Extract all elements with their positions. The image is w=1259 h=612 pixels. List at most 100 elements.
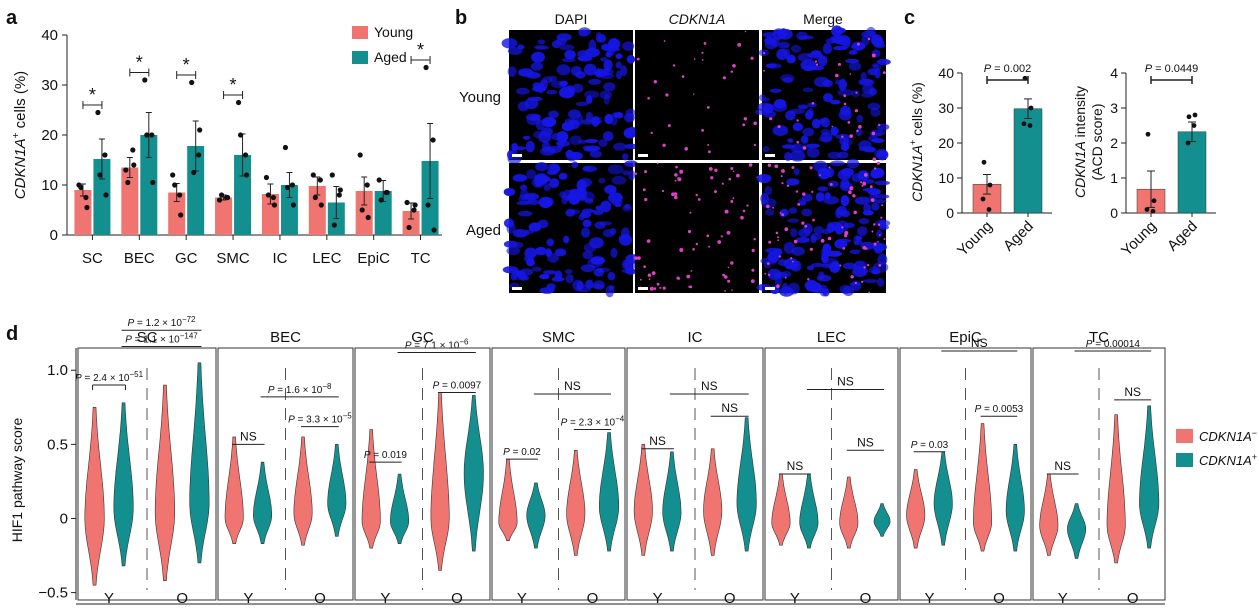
cdkn1a-dot — [742, 209, 746, 213]
cdkn1a-dot — [876, 161, 881, 165]
nucleus — [770, 255, 777, 265]
scale-bar — [512, 287, 522, 290]
nucleus — [806, 143, 820, 148]
cdkn1a-dot — [857, 42, 860, 46]
nucleus — [830, 160, 845, 167]
cdkn1a-dot — [769, 117, 773, 121]
cdkn1a-dot — [764, 272, 767, 275]
panel-d-violin — [873, 503, 891, 537]
cdkn1a-dot — [644, 170, 648, 174]
nucleus — [607, 272, 616, 281]
cdkn1a-dot — [732, 170, 735, 173]
cdkn1a-dot — [850, 275, 854, 279]
panel-a-xtick-label: LEC — [312, 250, 341, 267]
panel-d-violin — [839, 476, 859, 549]
nucleus — [581, 227, 591, 238]
cdkn1a-dot — [701, 59, 704, 61]
nucleus — [838, 78, 847, 91]
cdkn1a-dot — [727, 266, 730, 269]
panel-a-point — [431, 227, 437, 233]
panel-d-bracket-label: P = 0.019 — [364, 450, 408, 461]
panel-c-left-ytick-label: 0 — [946, 205, 954, 221]
nucleus — [857, 226, 868, 237]
nucleus — [575, 101, 589, 107]
panel-d-bracket-label: NS — [857, 435, 874, 449]
panel-d-ytick-label: 1.0 — [47, 362, 68, 379]
nucleus — [798, 198, 807, 204]
panel-d-facet-title: EpiC — [949, 329, 982, 346]
cdkn1a-dot — [677, 177, 682, 182]
cdkn1a-dot — [679, 248, 684, 252]
nucleus — [807, 108, 815, 118]
nucleus — [538, 131, 552, 143]
panel-d-violin — [598, 432, 620, 552]
nucleus — [541, 116, 557, 128]
cdkn1a-dot — [766, 204, 770, 209]
cdkn1a-dot — [778, 255, 781, 258]
panel-d-violin — [84, 406, 105, 586]
cdkn1a-dot — [815, 63, 819, 66]
nucleus — [569, 151, 583, 161]
nucleus — [871, 202, 880, 211]
nucleus — [830, 99, 841, 105]
panel-d-bracket-label: NS — [787, 459, 804, 473]
nucleus — [537, 39, 546, 45]
nucleus — [561, 57, 576, 63]
nucleus — [787, 138, 794, 143]
panel-d-facet: TC Y O NS NS P = 0.00014 — [1032, 329, 1166, 607]
cdkn1a-dot — [871, 230, 874, 233]
panel-a-point — [282, 144, 289, 151]
cdkn1a-dot — [779, 212, 782, 214]
panel-a-point — [149, 132, 155, 138]
nucleus — [765, 208, 775, 216]
nucleus — [849, 249, 861, 255]
panel-a-point — [317, 177, 323, 183]
panel-d-xtick-label: O — [451, 590, 463, 607]
nucleus — [576, 281, 584, 291]
cdkn1a-dot — [781, 182, 784, 185]
nucleus — [577, 55, 593, 62]
nucleus — [615, 53, 623, 60]
panel-d-bracket-label: P = 3.3 × 10−5 — [288, 412, 352, 426]
panel-b-col-merge: Merge — [803, 11, 843, 27]
cdkn1a-dot — [858, 125, 862, 129]
panel-d-xtick-label: O — [860, 590, 872, 607]
legend-pos-label: CDKN1A+ — [1199, 452, 1257, 468]
cdkn1a-dot — [781, 213, 784, 217]
cdkn1a-dot — [714, 168, 718, 172]
panel-d-violin — [633, 444, 653, 556]
cdkn1a-dot — [767, 163, 772, 167]
nucleus — [857, 170, 870, 181]
panel-a-point — [310, 172, 316, 178]
nucleus — [855, 128, 863, 137]
nucleus — [564, 269, 573, 274]
panel-a-ytick-label: 40 — [41, 27, 58, 44]
nucleus — [815, 192, 825, 202]
cdkn1a-dot — [878, 123, 881, 127]
cdkn1a-dot — [841, 226, 844, 229]
panel-a-bar — [74, 190, 92, 235]
cdkn1a-dot — [634, 172, 638, 175]
panel-a-point — [359, 207, 365, 213]
cdkn1a-dot — [768, 240, 772, 244]
cdkn1a-dot — [708, 167, 713, 171]
cdkn1a-dot — [841, 135, 844, 138]
panel-a-point — [103, 192, 109, 198]
nucleus — [577, 139, 587, 144]
nucleus — [543, 183, 551, 192]
panel-a-point — [84, 204, 90, 211]
panel-d-violin — [430, 392, 450, 571]
nucleus — [568, 119, 574, 127]
panel-a-point — [425, 202, 431, 208]
panel-a-point — [423, 64, 429, 71]
nucleus — [539, 287, 555, 294]
panel-a-point — [78, 184, 84, 191]
nucleus — [874, 180, 890, 186]
cdkn1a-dot — [811, 190, 814, 193]
nucleus — [526, 199, 541, 205]
cdkn1a-dot — [763, 69, 765, 72]
nucleus — [786, 178, 800, 186]
nucleus — [793, 168, 800, 176]
nucleus — [516, 200, 530, 206]
panel-a-point — [290, 202, 297, 208]
